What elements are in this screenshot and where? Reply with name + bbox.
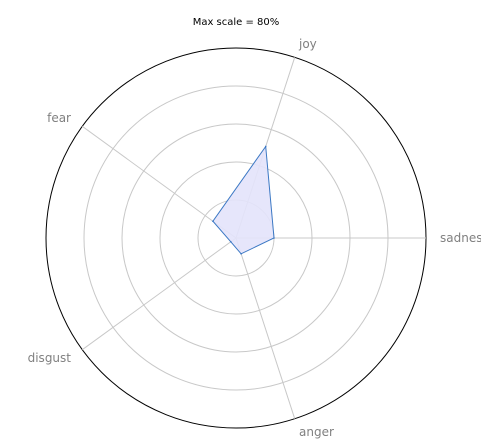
axis-label-fear: fear [47,111,71,125]
spoke-anger [235,237,296,419]
axis-label-disgust: disgust [28,351,72,365]
spoke-disgust [81,237,237,351]
series-area-1 [212,145,275,255]
spoke-fear [81,125,237,239]
axis-label-sadness: sadness [440,231,481,245]
axis-labels: joy sadness anger disgust fear [28,37,481,439]
axis-label-joy: joy [298,37,317,51]
data-point-disgust [230,241,232,243]
data-point-fear [212,220,214,222]
axis-label-anger: anger [299,425,334,439]
data-point-anger [240,253,242,255]
data-point-sadness [273,237,275,239]
chart-title: Max scale = 80% [193,17,280,28]
radar-series [212,145,275,255]
data-point-joy [264,145,267,148]
radar-grid [45,47,427,429]
